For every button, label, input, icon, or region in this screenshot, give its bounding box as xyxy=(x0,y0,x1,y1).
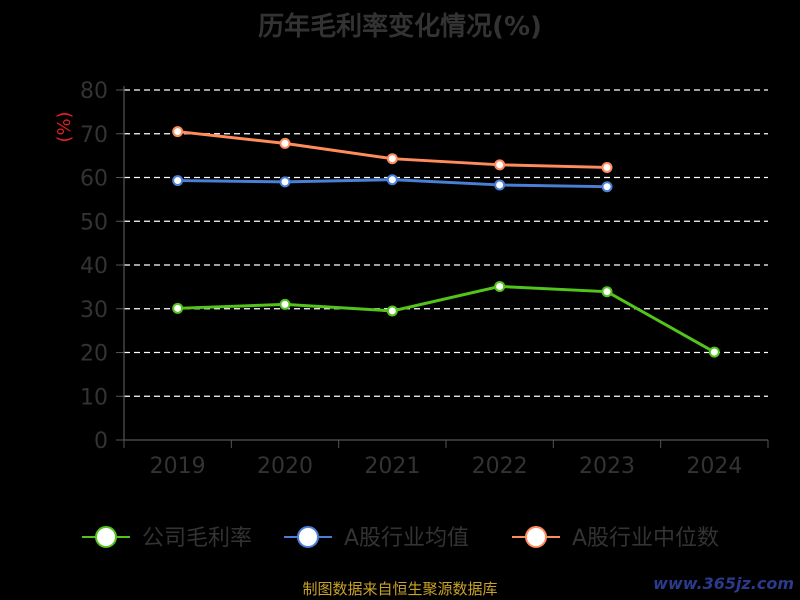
legend-marker xyxy=(95,526,117,548)
data-point xyxy=(386,305,398,317)
legend-marker xyxy=(297,526,319,548)
x-tick-label: 2019 xyxy=(150,454,206,479)
data-point xyxy=(386,174,398,186)
y-tick-label: 50 xyxy=(80,210,108,235)
data-point xyxy=(708,346,720,358)
legend-label: A股行业中位数 xyxy=(572,526,719,551)
y-tick-label: 60 xyxy=(80,167,108,192)
data-point xyxy=(601,161,613,173)
data-point xyxy=(494,280,506,292)
watermark: www.365jz.com xyxy=(653,574,794,593)
y-tick-label: 10 xyxy=(80,385,108,410)
data-point xyxy=(172,175,184,187)
y-tick-label: 70 xyxy=(80,123,108,148)
series-line-0 xyxy=(177,284,716,354)
chart-title: 历年毛利率变化情况(%) xyxy=(258,12,542,42)
data-point xyxy=(386,153,398,165)
x-tick-label: 2022 xyxy=(472,454,528,479)
data-point xyxy=(601,181,613,193)
data-point xyxy=(172,126,184,138)
data-point xyxy=(494,159,506,171)
y-tick-label: 20 xyxy=(80,342,108,367)
legend-label: A股行业均值 xyxy=(344,526,469,551)
data-point xyxy=(279,137,291,149)
y-tick-label: 30 xyxy=(80,298,108,323)
y-axis-unit-label: (%) xyxy=(54,111,75,142)
legend-marker xyxy=(525,526,547,548)
x-tick-label: 2021 xyxy=(364,454,420,479)
data-point xyxy=(601,286,613,298)
y-tick-label: 40 xyxy=(80,254,108,279)
y-tick-label: 0 xyxy=(94,429,108,454)
x-tick-label: 2023 xyxy=(579,454,635,479)
legend-label: 公司毛利率 xyxy=(142,526,252,551)
data-point xyxy=(172,302,184,314)
data-point xyxy=(494,179,506,191)
data-point xyxy=(279,176,291,188)
data-point xyxy=(279,298,291,310)
x-tick-label: 2024 xyxy=(686,454,742,479)
y-tick-label: 80 xyxy=(80,79,108,104)
x-tick-label: 2020 xyxy=(257,454,313,479)
data-source-note: 制图数据来自恒生聚源数据库 xyxy=(302,580,498,598)
